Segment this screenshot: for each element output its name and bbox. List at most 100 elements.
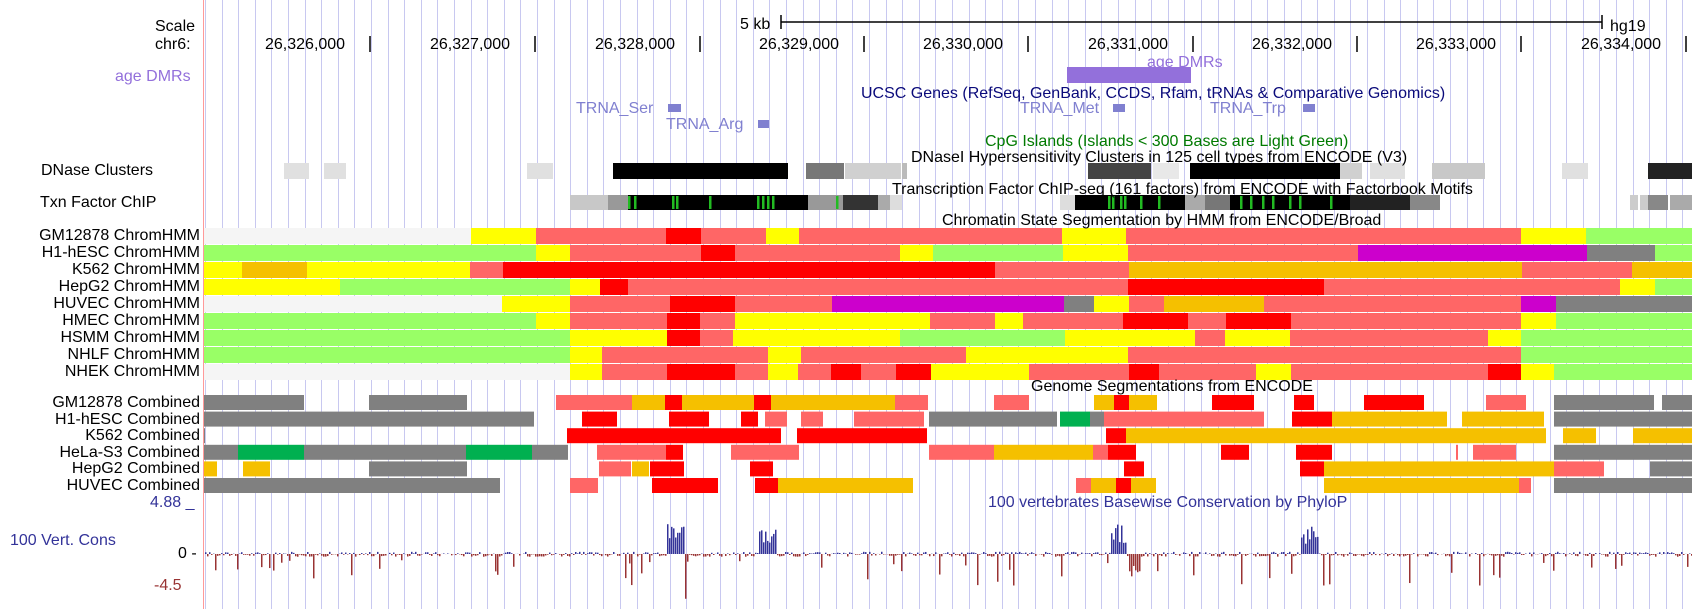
combined-segment[interactable]: [1093, 444, 1108, 460]
conservation-bar[interactable]: [407, 554, 409, 557]
combined-row-label[interactable]: HepG2 Combined: [71, 460, 200, 477]
trna-arg-feature[interactable]: [758, 120, 769, 128]
conservation-bar[interactable]: [1019, 551, 1021, 554]
chromhmm-segment[interactable]: [1062, 228, 1126, 244]
conservation-bar[interactable]: [899, 554, 901, 555]
combined-segment[interactable]: [1091, 478, 1116, 493]
conservation-bar[interactable]: [965, 554, 967, 566]
conservation-bar[interactable]: [341, 552, 343, 554]
dnase-side-label[interactable]: DNase Clusters: [41, 162, 154, 179]
conservation-bar[interactable]: [1427, 554, 1429, 557]
conservation-bar[interactable]: [1021, 553, 1023, 554]
conservation-bar[interactable]: [317, 554, 319, 556]
conservation-bar[interactable]: [1547, 554, 1549, 556]
conservation-bar[interactable]: [605, 554, 607, 556]
txn-motif-mark[interactable]: [672, 196, 675, 209]
trna-arg-label[interactable]: TRNA_Arg: [666, 116, 744, 133]
conservation-bar[interactable]: [843, 552, 845, 554]
dnase-cluster[interactable]: [527, 163, 553, 179]
conservation-bar[interactable]: [1519, 552, 1521, 554]
conservation-bar[interactable]: [949, 554, 951, 555]
combined-segment[interactable]: [755, 478, 778, 493]
conservation-bar[interactable]: [345, 552, 347, 554]
conservation-bar[interactable]: [1219, 554, 1221, 557]
conservation-bar[interactable]: [275, 552, 277, 554]
conservation-bar[interactable]: [1321, 554, 1323, 556]
conservation-bar[interactable]: [1551, 554, 1553, 557]
conservation-bar[interactable]: [1015, 552, 1017, 554]
conservation-bar[interactable]: [765, 531, 767, 554]
conservation-bar[interactable]: [1307, 529, 1309, 554]
combined-segment[interactable]: [801, 411, 823, 427]
txn-chip-block[interactable]: [1670, 195, 1692, 210]
conservation-bar[interactable]: [643, 553, 645, 554]
conservation-bar[interactable]: [829, 554, 831, 557]
conservation-bar[interactable]: [1005, 552, 1007, 554]
conservation-bar[interactable]: [393, 552, 395, 554]
conservation-bar[interactable]: [1671, 552, 1673, 554]
conservation-bar[interactable]: [777, 554, 779, 556]
conservation-bar[interactable]: [1583, 554, 1585, 555]
conservation-bar[interactable]: [669, 538, 671, 554]
conservation-bar[interactable]: [1179, 554, 1181, 556]
conservation-bar[interactable]: [1155, 553, 1157, 554]
conservation-bar[interactable]: [1447, 554, 1449, 556]
conservation-bar[interactable]: [1591, 554, 1593, 568]
combined-title[interactable]: Genome Segmentations from ENCODE: [1031, 378, 1313, 395]
conservation-bar[interactable]: [935, 552, 937, 554]
conservation-bar[interactable]: [625, 554, 627, 579]
conservation-bar[interactable]: [209, 552, 211, 554]
conservation-bar[interactable]: [1097, 552, 1099, 554]
conservation-bar[interactable]: [1563, 553, 1565, 554]
chromhmm-segment[interactable]: [1521, 364, 1554, 380]
conservation-bar[interactable]: [1651, 554, 1653, 555]
conservation-bar[interactable]: [933, 554, 935, 557]
conservation-bar[interactable]: [1481, 552, 1483, 554]
conservation-bar[interactable]: [761, 530, 763, 554]
conservation-bar[interactable]: [265, 554, 267, 556]
conservation-bar[interactable]: [311, 554, 313, 557]
chromhmm-segment[interactable]: [1128, 245, 1358, 261]
conservation-bar[interactable]: [1029, 553, 1031, 554]
conservation-bar[interactable]: [1229, 554, 1231, 556]
conservation-bar[interactable]: [827, 554, 829, 556]
conservation-bar[interactable]: [1449, 554, 1451, 557]
txn-motif-mark[interactable]: [676, 196, 679, 209]
chromhmm-segment[interactable]: [1164, 296, 1264, 312]
conservation-bar[interactable]: [917, 552, 919, 554]
conservation-bar[interactable]: [347, 554, 349, 555]
combined-segment[interactable]: [929, 411, 1057, 427]
conservation-bar[interactable]: [685, 554, 687, 599]
conservation-bar[interactable]: [437, 554, 439, 556]
conservation-bar[interactable]: [1025, 552, 1027, 554]
conservation-bar[interactable]: [1303, 534, 1305, 554]
conservation-bar[interactable]: [1109, 552, 1111, 554]
conservation-bar[interactable]: [565, 553, 567, 554]
combined-segment[interactable]: [682, 395, 754, 410]
conservation-bar[interactable]: [1511, 553, 1513, 554]
conservation-bar[interactable]: [1493, 554, 1495, 576]
chromhmm-row-label[interactable]: HepG2 ChromHMM: [58, 278, 200, 295]
conservation-bar[interactable]: [783, 554, 785, 556]
conservation-bar[interactable]: [629, 554, 631, 564]
conservation-bar[interactable]: [1587, 554, 1589, 556]
conservation-bar[interactable]: [259, 553, 261, 554]
conservation-bar[interactable]: [759, 531, 761, 554]
chromhmm-segment[interactable]: [1023, 313, 1090, 329]
conservation-bar[interactable]: [1585, 554, 1587, 556]
chromhmm-segment[interactable]: [340, 279, 570, 295]
chromhmm-segment[interactable]: [570, 245, 701, 261]
combined-segment[interactable]: [1090, 411, 1104, 427]
combined-segment[interactable]: [929, 444, 994, 460]
dnase-cluster[interactable]: [902, 163, 907, 179]
conservation-bar[interactable]: [953, 552, 955, 554]
chromhmm-row-label[interactable]: HUVEC ChromHMM: [53, 295, 200, 312]
conservation-bar[interactable]: [1125, 542, 1127, 554]
conservation-bar[interactable]: [371, 554, 373, 557]
txn-chip-block[interactable]: [843, 195, 878, 210]
combined-segment[interactable]: [1131, 478, 1156, 493]
chromhmm-row-label[interactable]: NHEK ChromHMM: [64, 363, 200, 380]
conservation-bar[interactable]: [553, 554, 555, 555]
conservation-bar[interactable]: [1627, 553, 1629, 554]
